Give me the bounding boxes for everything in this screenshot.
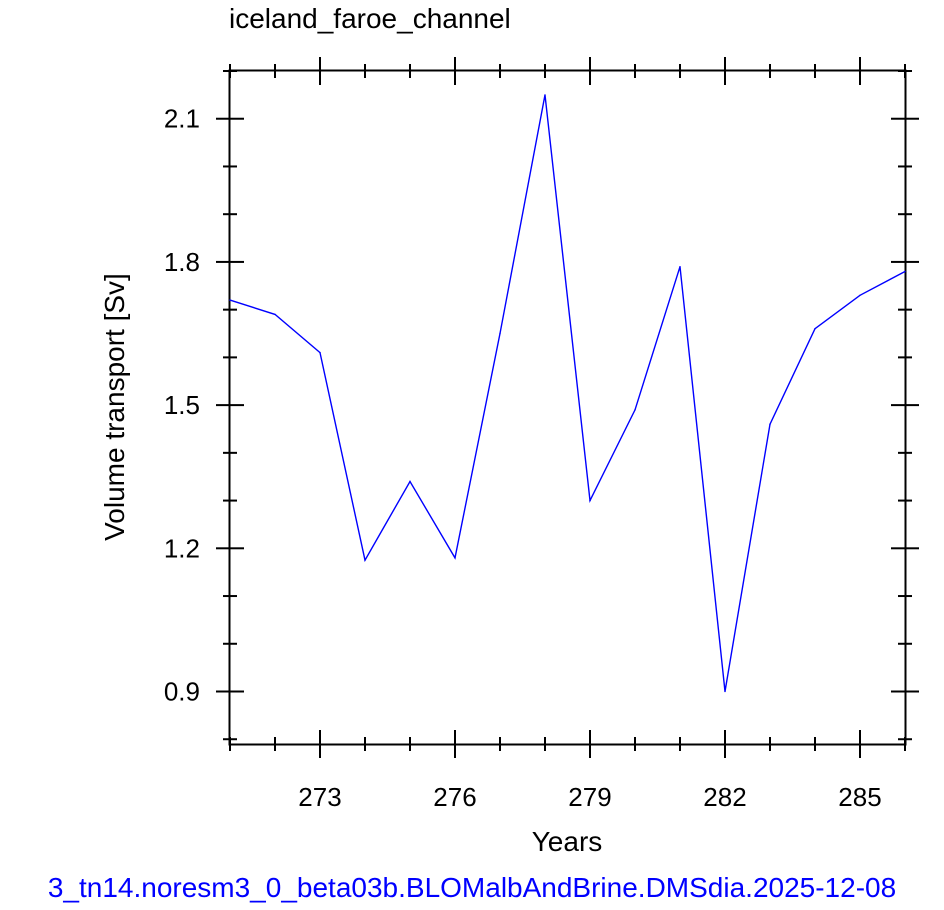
plot-area-frame xyxy=(228,69,907,746)
data-point xyxy=(499,332,501,335)
axis-ticks xyxy=(216,57,919,758)
data-point xyxy=(904,270,906,273)
x-tick-label: 273 xyxy=(298,782,341,812)
series-line xyxy=(229,94,906,692)
data-point xyxy=(769,423,771,425)
y-tick-label: 1.2 xyxy=(164,533,200,563)
data-point xyxy=(859,294,861,296)
data-point xyxy=(409,480,411,483)
x-tick-label: 276 xyxy=(433,782,476,812)
x-tick-label: 282 xyxy=(703,782,746,812)
data-point xyxy=(229,299,231,301)
data-point xyxy=(589,499,591,502)
x-tick-label: 279 xyxy=(568,782,611,812)
data-point xyxy=(364,559,366,561)
y-tick-label: 0.9 xyxy=(164,676,200,706)
data-point xyxy=(814,328,816,330)
chart-title: iceland_faroe_channel xyxy=(229,3,511,34)
data-point xyxy=(274,313,276,316)
x-tick-label: 285 xyxy=(838,782,881,812)
data-point xyxy=(724,690,726,693)
tick-labels: 273 276 279 282 285 0.9 1.2 1.5 1.8 2.1 xyxy=(164,104,882,812)
series-group xyxy=(229,94,906,693)
data-point xyxy=(319,351,321,354)
data-point xyxy=(679,266,681,268)
y-tick-label: 1.5 xyxy=(164,390,200,420)
y-axis-label: Volume transport [Sv] xyxy=(99,273,130,541)
footer-case-name: 3_tn14.noresm3_0_beta03b.BLOMalbAndBrine… xyxy=(48,872,896,903)
data-point xyxy=(634,409,636,411)
y-tick-label: 2.1 xyxy=(164,104,200,134)
data-point xyxy=(454,557,456,559)
data-point xyxy=(544,94,546,96)
y-tick-label: 1.8 xyxy=(164,247,200,277)
x-axis-label: Years xyxy=(532,826,603,857)
